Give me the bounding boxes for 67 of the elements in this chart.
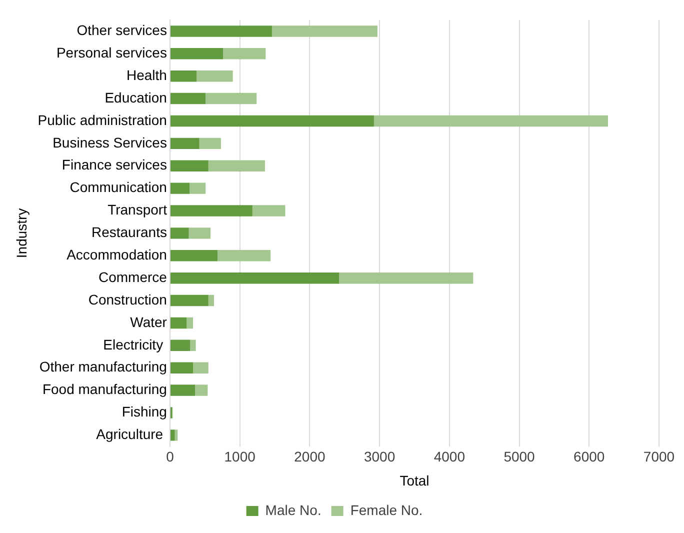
y-tick-label: Education xyxy=(104,89,167,106)
bar xyxy=(170,48,224,60)
bar xyxy=(199,138,221,150)
bar xyxy=(170,26,272,37)
bar xyxy=(223,48,266,60)
bar xyxy=(170,160,208,172)
y-tick-label: Other services xyxy=(76,22,167,38)
bar xyxy=(208,294,214,306)
bar xyxy=(170,294,208,306)
y-tick-label: Health xyxy=(126,66,167,83)
bar xyxy=(170,384,196,396)
bar xyxy=(206,92,257,104)
y-tick-label: Transport xyxy=(108,202,168,218)
x-tick-label: 0 xyxy=(166,448,174,465)
bar xyxy=(170,272,340,284)
bar xyxy=(217,250,271,262)
bar xyxy=(170,182,190,194)
x-tick-label: 3000 xyxy=(364,448,396,465)
bar xyxy=(190,340,196,352)
bar xyxy=(193,362,208,374)
bar xyxy=(170,317,187,329)
y-tick-label: Commerce xyxy=(98,268,168,285)
x-tick-label: 6000 xyxy=(574,448,605,465)
bar xyxy=(339,272,474,284)
bar xyxy=(196,70,233,82)
y-tick-label: Other manufacturing xyxy=(39,358,167,375)
bar xyxy=(170,138,200,150)
bar xyxy=(174,430,178,441)
y-axis-title: Industry xyxy=(13,208,30,258)
y-tick-label: Personal services xyxy=(56,44,167,61)
bar xyxy=(170,115,374,127)
bar xyxy=(170,362,194,374)
bar xyxy=(188,228,210,239)
x-tick-label: 2000 xyxy=(294,448,326,465)
bar xyxy=(208,160,265,172)
bar xyxy=(195,384,208,396)
bar xyxy=(170,250,218,262)
y-tick-label: Food manufacturing xyxy=(42,381,167,398)
bar xyxy=(170,430,175,441)
bar xyxy=(170,205,252,216)
y-tick-label: Restaurants xyxy=(91,224,167,240)
legend-label: Male No. xyxy=(265,502,322,518)
bar xyxy=(190,182,206,194)
bar xyxy=(170,70,197,82)
y-tick-label: Communication xyxy=(70,179,167,196)
y-tick-label: Agriculture xyxy=(96,426,167,442)
y-tick-label: Construction xyxy=(88,291,167,308)
y-tick-label: Business Services xyxy=(52,134,167,150)
x-tick-label: 7000 xyxy=(643,448,675,465)
bar xyxy=(252,205,286,216)
y-tick-label: Electricity xyxy=(103,336,167,352)
x-tick-label: 5000 xyxy=(504,448,536,465)
bar xyxy=(170,340,190,352)
bar xyxy=(186,317,194,329)
y-tick-label: Water xyxy=(130,314,168,330)
bar xyxy=(374,115,608,127)
y-tick-label: Fishing xyxy=(122,404,167,420)
legend-label: Female No. xyxy=(350,502,423,518)
bar xyxy=(170,92,206,104)
bar xyxy=(272,26,378,37)
x-tick-label: 1000 xyxy=(224,448,256,465)
y-tick-label: Public administration xyxy=(38,112,167,128)
bar xyxy=(170,228,189,239)
x-axis-title: Total xyxy=(400,472,430,488)
y-tick-label: Finance services xyxy=(62,156,167,173)
y-tick-label: Accommodation xyxy=(66,246,167,262)
x-tick-label: 4000 xyxy=(434,448,466,465)
